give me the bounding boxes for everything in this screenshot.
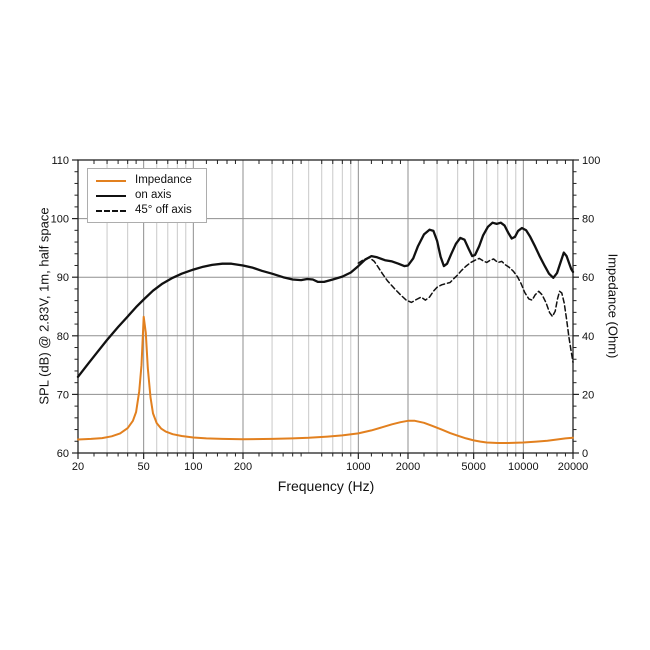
svg-text:20000: 20000	[558, 461, 589, 473]
svg-text:200: 200	[234, 461, 252, 473]
svg-text:0: 0	[582, 448, 588, 460]
y-left-tick-labels: 60 70 80 90 100 110	[51, 155, 69, 460]
svg-text:90: 90	[57, 272, 69, 284]
legend-label: 45° off axis	[135, 204, 192, 216]
plot-frame	[77, 159, 574, 454]
svg-text:110: 110	[51, 155, 69, 167]
on-axis-line-swatch	[96, 194, 126, 197]
impedance-curve	[77, 315, 574, 444]
x-axis-title: Frequency (Hz)	[277, 478, 375, 494]
svg-text:2000: 2000	[396, 461, 420, 473]
x-tick-labels: 20 50 100 200 1000 2000 5000 10000 20000	[72, 461, 588, 473]
x-ticks	[77, 160, 574, 459]
svg-text:1000: 1000	[346, 461, 370, 473]
svg-text:70: 70	[57, 389, 69, 401]
y-gridlines	[78, 218, 573, 395]
svg-text:20: 20	[72, 461, 84, 473]
y-left-ticks	[72, 159, 78, 454]
svg-text:100: 100	[184, 461, 202, 473]
legend-item-off-axis: 45° off axis	[96, 204, 192, 217]
y-axis-title-left: SPL (dB) @ 2.83V, 1m, half space	[36, 207, 52, 405]
svg-text:100: 100	[51, 214, 69, 226]
legend-item-on-axis: on axis	[96, 189, 192, 202]
off-axis-dashed-line-swatch	[96, 209, 126, 212]
y-axis-title-right: Impedance (Ohm)	[605, 253, 621, 359]
svg-text:10000: 10000	[508, 461, 539, 473]
svg-text:80: 80	[57, 331, 69, 343]
impedance-line-swatch	[96, 179, 126, 182]
svg-text:50: 50	[138, 461, 150, 473]
svg-text:100: 100	[582, 155, 600, 167]
svg-text:20: 20	[582, 389, 594, 401]
svg-text:5000: 5000	[461, 461, 485, 473]
off-axis-curve	[357, 256, 574, 363]
on-axis-curve	[76, 221, 575, 378]
off-axis-curve-group	[357, 256, 574, 363]
impedance-curve-group	[77, 315, 574, 444]
svg-text:40: 40	[582, 331, 594, 343]
on-axis-curve-group	[76, 221, 575, 378]
legend: Impedance on axis 45° off axis	[87, 168, 207, 223]
legend-label: on axis	[135, 189, 172, 201]
svg-text:80: 80	[582, 214, 594, 226]
y-right-tick-labels: 0 20 40 60 80 100	[582, 155, 600, 460]
legend-item-impedance: Impedance	[96, 174, 192, 187]
svg-text:60: 60	[582, 272, 594, 284]
y-right-ticks	[573, 159, 579, 454]
legend-label: Impedance	[135, 174, 192, 186]
svg-text:60: 60	[57, 448, 69, 460]
